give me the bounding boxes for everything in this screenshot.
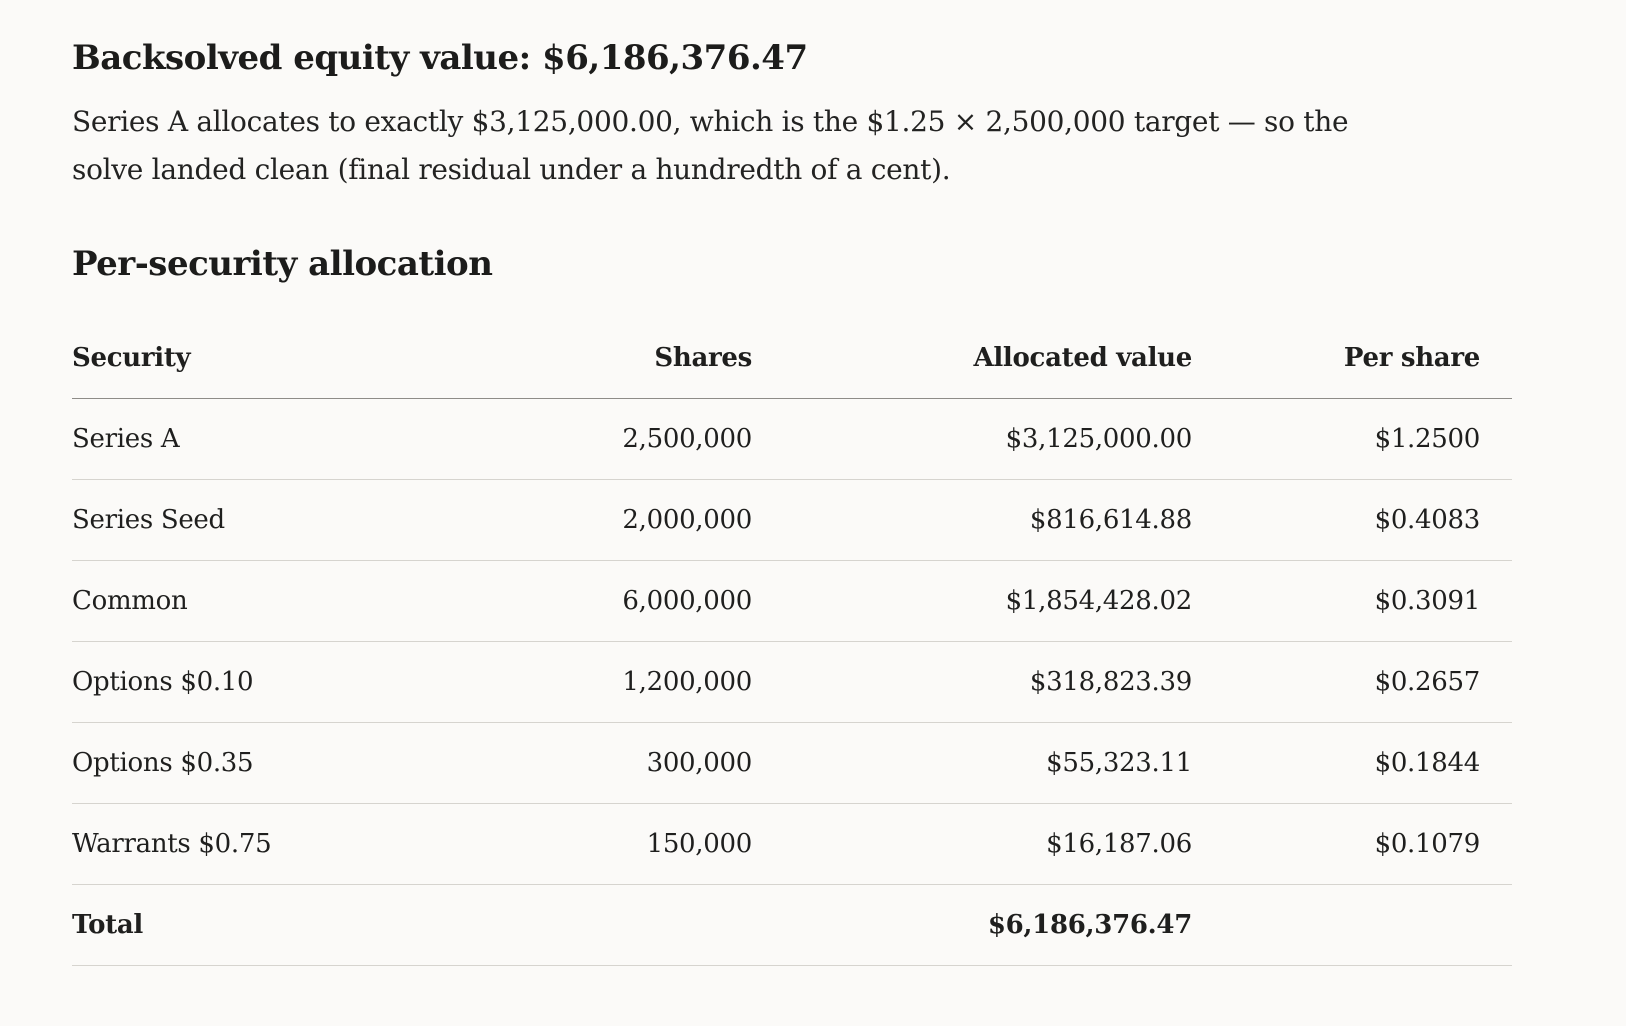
allocation-table: Security Shares Allocated value Per shar… [72, 318, 1512, 966]
cell-per-share: $0.1079 [1192, 803, 1480, 885]
cell-security: Options $0.10 [72, 641, 372, 723]
cell-shares: 1,200,000 [372, 641, 752, 723]
cell-spacer [1480, 398, 1512, 480]
cell-allocated-value: $1,854,428.02 [752, 560, 1192, 642]
cell-per-share: $0.1844 [1192, 722, 1480, 804]
table-row: Series A 2,500,000 $3,125,000.00 $1.2500 [72, 398, 1512, 480]
cell-allocated-value: $3,125,000.00 [752, 398, 1192, 480]
cell-allocated-value: $55,323.11 [752, 722, 1192, 804]
table-row: Warrants $0.75 150,000 $16,187.06 $0.107… [72, 803, 1512, 885]
table-row: Options $0.35 300,000 $55,323.11 $0.1844 [72, 722, 1512, 804]
cell-spacer [1480, 803, 1512, 885]
cell-per-share: $1.2500 [1192, 398, 1480, 480]
cell-per-share: $0.4083 [1192, 479, 1480, 561]
table-header-row: Security Shares Allocated value Per shar… [72, 318, 1512, 399]
cell-per-share: $0.2657 [1192, 641, 1480, 723]
total-per-share-empty [1192, 884, 1480, 966]
cell-allocated-value: $318,823.39 [752, 641, 1192, 723]
table-row: Common 6,000,000 $1,854,428.02 $0.3091 [72, 560, 1512, 642]
total-allocated-value: $6,186,376.47 [752, 884, 1192, 966]
cell-security: Common [72, 560, 372, 642]
cell-spacer [1480, 722, 1512, 804]
total-shares-empty [372, 884, 752, 966]
header-allocated-value: Allocated value [752, 318, 1192, 399]
cell-security: Series Seed [72, 479, 372, 561]
solve-summary-paragraph: Series A allocates to exactly $3,125,000… [72, 105, 1349, 186]
cell-shares: 2,000,000 [372, 479, 752, 561]
cell-per-share: $0.3091 [1192, 560, 1480, 642]
backsolved-equity-headline: Backsolved equity value: $6,186,376.47 [72, 38, 808, 78]
cell-spacer [1480, 560, 1512, 642]
header-shares: Shares [372, 318, 752, 399]
cell-spacer [1480, 641, 1512, 723]
cell-shares: 150,000 [372, 803, 752, 885]
table-total-row: Total $6,186,376.47 [72, 884, 1512, 966]
cell-shares: 2,500,000 [372, 398, 752, 480]
header-security: Security [72, 318, 372, 399]
cell-allocated-value: $16,187.06 [752, 803, 1192, 885]
section-title-per-security-allocation: Per-security allocation [72, 244, 493, 284]
cell-shares: 300,000 [372, 722, 752, 804]
header-spacer [1480, 318, 1512, 399]
cell-spacer [1480, 479, 1512, 561]
table-row: Options $0.10 1,200,000 $318,823.39 $0.2… [72, 641, 1512, 723]
cell-security: Warrants $0.75 [72, 803, 372, 885]
table-row: Series Seed 2,000,000 $816,614.88 $0.408… [72, 479, 1512, 561]
total-label: Total [72, 884, 372, 966]
header-per-share: Per share [1192, 318, 1480, 399]
cell-security: Series A [72, 398, 372, 480]
cell-security: Options $0.35 [72, 722, 372, 804]
cell-allocated-value: $816,614.88 [752, 479, 1192, 561]
cell-spacer [1480, 884, 1512, 966]
cell-shares: 6,000,000 [372, 560, 752, 642]
